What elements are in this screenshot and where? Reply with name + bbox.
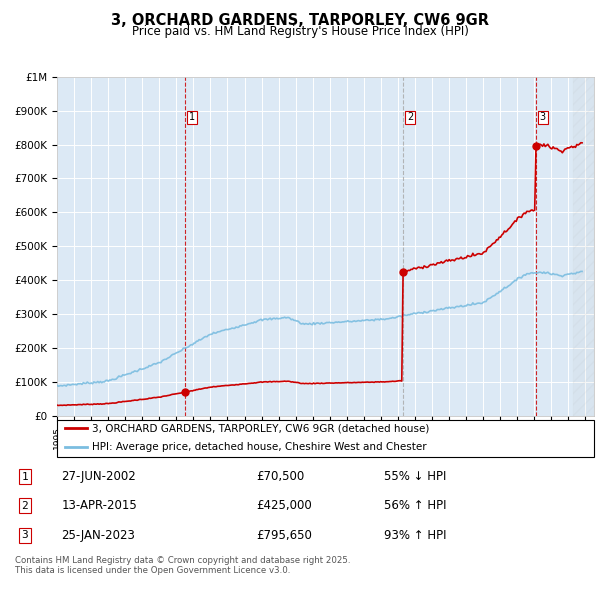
Text: HPI: Average price, detached house, Cheshire West and Chester: HPI: Average price, detached house, Ches… [92, 442, 427, 452]
Text: 56% ↑ HPI: 56% ↑ HPI [385, 499, 447, 513]
Text: Price paid vs. HM Land Registry's House Price Index (HPI): Price paid vs. HM Land Registry's House … [131, 25, 469, 38]
Text: £795,650: £795,650 [256, 529, 313, 542]
Text: 25-JAN-2023: 25-JAN-2023 [61, 529, 136, 542]
Text: 55% ↓ HPI: 55% ↓ HPI [385, 470, 447, 483]
Text: 2: 2 [22, 501, 28, 511]
Text: 1: 1 [22, 471, 28, 481]
FancyBboxPatch shape [57, 420, 594, 457]
Text: £70,500: £70,500 [256, 470, 305, 483]
Text: 3: 3 [22, 530, 28, 540]
Text: 93% ↑ HPI: 93% ↑ HPI [385, 529, 447, 542]
Text: 2: 2 [407, 113, 413, 122]
Text: 13-APR-2015: 13-APR-2015 [61, 499, 137, 513]
Text: £425,000: £425,000 [256, 499, 312, 513]
Text: 3: 3 [540, 113, 546, 122]
Text: 1: 1 [189, 113, 195, 122]
Text: 27-JUN-2002: 27-JUN-2002 [61, 470, 136, 483]
Text: Contains HM Land Registry data © Crown copyright and database right 2025.
This d: Contains HM Land Registry data © Crown c… [15, 556, 350, 575]
Text: 3, ORCHARD GARDENS, TARPORLEY, CW6 9GR (detached house): 3, ORCHARD GARDENS, TARPORLEY, CW6 9GR (… [92, 423, 429, 433]
Bar [572, 77, 594, 416]
Text: 3, ORCHARD GARDENS, TARPORLEY, CW6 9GR: 3, ORCHARD GARDENS, TARPORLEY, CW6 9GR [111, 13, 489, 28]
